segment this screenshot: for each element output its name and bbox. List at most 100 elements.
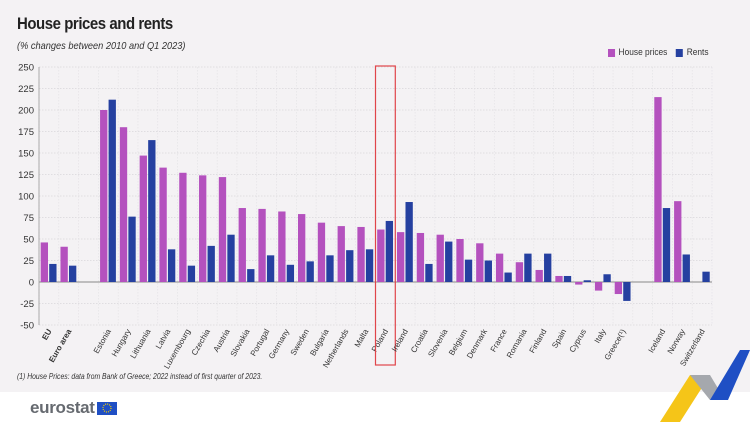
y-tick-label: -25 xyxy=(20,299,34,310)
bar-rents xyxy=(68,265,77,282)
bar-rents xyxy=(148,140,156,282)
bar-chart: -50-250255075100125150175200225250EUEuro… xyxy=(18,63,713,371)
y-tick-label: 100 xyxy=(18,192,34,203)
bar-rents xyxy=(623,282,631,301)
bar-house-prices xyxy=(119,127,128,282)
bar-house-prices xyxy=(298,214,306,282)
bar-rents xyxy=(464,259,473,282)
bar-rents xyxy=(49,263,57,282)
logo-text: eurostat xyxy=(30,398,95,417)
legend-swatch-house-prices xyxy=(608,48,616,57)
legend-label-rents: Rents xyxy=(686,47,709,58)
y-tick-label: 225 xyxy=(18,84,34,95)
bar-house-prices xyxy=(317,222,326,282)
x-tick-label: Croatia xyxy=(409,327,430,354)
bar-house-prices xyxy=(238,208,246,282)
x-tick-label: Austria xyxy=(212,327,233,354)
eu-flag-icon xyxy=(96,401,117,415)
bar-house-prices xyxy=(436,234,444,282)
bar-house-prices xyxy=(674,201,682,282)
legend-label-house-prices: House prices xyxy=(618,47,668,58)
bar-house-prices xyxy=(594,282,603,291)
bar-rents xyxy=(583,280,591,282)
bar-house-prices xyxy=(575,282,583,285)
legend-item-rents: Rents xyxy=(676,47,709,58)
x-tick-label: Poland xyxy=(370,328,390,354)
y-tick-label: 125 xyxy=(18,170,34,181)
bar-house-prices xyxy=(218,177,227,282)
y-tick-label: 175 xyxy=(18,127,34,138)
bar-house-prices xyxy=(377,229,385,282)
x-tick-label: Denmark xyxy=(465,327,490,360)
bar-house-prices xyxy=(337,226,345,282)
bar-house-prices xyxy=(199,175,207,282)
bar-house-prices xyxy=(357,226,365,282)
bar-rents xyxy=(662,208,671,282)
legend-swatch-rents xyxy=(676,48,684,57)
bar-house-prices xyxy=(654,97,662,282)
y-tick-label: -50 xyxy=(20,321,34,332)
bar-rents xyxy=(544,253,552,282)
bar-house-prices xyxy=(139,155,147,282)
x-tick-label: Spain xyxy=(550,328,568,350)
bar-house-prices xyxy=(456,239,464,282)
bar-house-prices xyxy=(614,282,623,295)
highlight-box xyxy=(374,65,396,366)
y-tick-label: 25 xyxy=(23,256,34,267)
bar-house-prices xyxy=(495,253,504,282)
bar-rents xyxy=(603,274,611,282)
x-tick-label: Czechia xyxy=(190,327,213,357)
bar-house-prices xyxy=(396,232,405,282)
footnote: (1) House Prices: data from Bank of Gree… xyxy=(17,372,263,381)
bar-rents xyxy=(167,249,176,282)
y-tick-label: 250 xyxy=(18,63,34,74)
bar-rents xyxy=(405,202,413,282)
bar-house-prices xyxy=(535,269,543,282)
bar-house-prices xyxy=(515,262,524,282)
bar-rents xyxy=(187,265,196,282)
y-tick-label: 200 xyxy=(18,106,34,117)
legend: House prices Rents xyxy=(608,47,709,58)
bar-rents xyxy=(286,264,295,282)
decorative-stripes-icon xyxy=(660,350,750,422)
bar-rents xyxy=(445,241,453,282)
bar-rents xyxy=(306,261,314,282)
bar-rents xyxy=(346,250,354,282)
bar-rents xyxy=(484,260,492,282)
x-tick-label: Malta xyxy=(353,327,371,349)
bar-house-prices xyxy=(555,275,563,282)
bar-house-prices xyxy=(416,232,425,282)
bar-house-prices xyxy=(476,243,484,282)
bar-house-prices xyxy=(179,172,187,282)
bar-rents xyxy=(702,271,710,282)
bar-house-prices xyxy=(278,211,286,282)
bar-rents xyxy=(385,220,394,282)
bar-rents xyxy=(682,254,690,282)
bar-house-prices xyxy=(159,167,167,282)
y-tick-label: 0 xyxy=(29,278,34,289)
x-tick-label: Estonia xyxy=(92,327,113,355)
bar-rents xyxy=(365,249,374,282)
x-tick-label: EU xyxy=(40,327,53,341)
chart-title: House prices and rents xyxy=(17,14,173,33)
bar-house-prices xyxy=(100,110,108,282)
chart-subtitle: (% changes between 2010 and Q1 2023) xyxy=(17,40,186,52)
eurostat-logo: eurostat xyxy=(30,398,117,418)
bar-house-prices xyxy=(40,242,48,282)
bar-rents xyxy=(108,99,116,283)
bar-rents xyxy=(563,275,572,282)
x-tick-label: Ireland xyxy=(390,328,410,354)
bar-rents xyxy=(326,255,334,282)
x-tick-label: Latvia xyxy=(154,327,173,350)
bar-rents xyxy=(425,263,433,282)
bar-rents xyxy=(207,245,215,282)
y-tick-label: 75 xyxy=(23,213,34,224)
x-tick-label: Finland xyxy=(528,328,549,355)
bar-rents xyxy=(247,269,255,282)
y-tick-label: 50 xyxy=(23,235,34,246)
x-tick-label: Italy xyxy=(593,328,608,345)
x-tick-label: Cyprus xyxy=(568,328,588,354)
bar-house-prices xyxy=(258,208,266,282)
bar-rents xyxy=(227,234,235,282)
legend-item-house-prices: House prices xyxy=(608,47,667,58)
